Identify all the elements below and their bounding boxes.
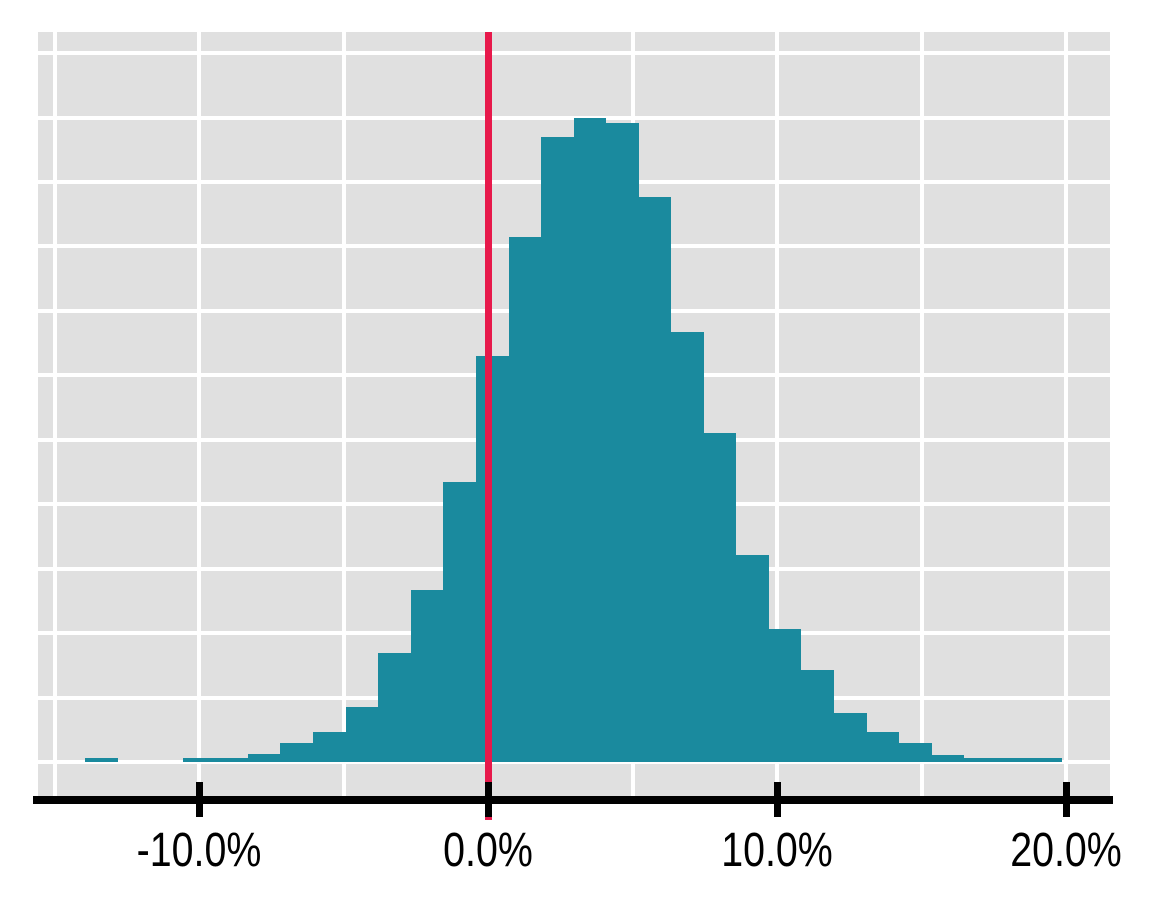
- histogram-bar: [247, 754, 281, 762]
- vertical-gridline: [52, 32, 57, 796]
- histogram-bar: [963, 758, 997, 762]
- vertical-gridline: [197, 32, 201, 796]
- histogram-bar: [736, 555, 769, 762]
- zero-reference-line: [484, 32, 492, 820]
- horizontal-gridline: [38, 115, 1110, 120]
- plot-panel: [38, 32, 1110, 796]
- histogram-bar: [215, 758, 248, 762]
- histogram-bar: [410, 589, 444, 762]
- x-axis-tick-label: 10.0%: [721, 823, 833, 877]
- histogram-bar: [280, 743, 314, 762]
- histogram-bar: [671, 332, 704, 762]
- vertical-gridline: [341, 32, 346, 796]
- x-axis-line: [33, 796, 1113, 804]
- histogram-bar: [866, 731, 899, 762]
- horizontal-gridline: [38, 51, 1110, 56]
- histogram-bar: [931, 754, 964, 762]
- histogram-bar: [768, 629, 802, 762]
- vertical-gridline: [919, 32, 924, 796]
- x-axis-tick: [1062, 782, 1070, 817]
- histogram-bar: [540, 136, 574, 762]
- x-axis-tick-label: 0.0%: [443, 823, 533, 877]
- x-axis-tick-label: 20.0%: [1010, 823, 1122, 877]
- x-axis-tick: [773, 782, 781, 817]
- vertical-gridline: [1064, 32, 1068, 796]
- histogram-bar: [638, 196, 672, 762]
- histogram-bar: [508, 236, 541, 762]
- histogram-bar: [833, 713, 867, 762]
- histogram-bar: [573, 118, 606, 762]
- histogram-bar: [898, 743, 932, 762]
- histogram-bar: [475, 355, 509, 762]
- x-axis-tick-label: -10.0%: [136, 823, 262, 877]
- histogram-bar: [605, 123, 639, 762]
- x-axis-tick: [195, 782, 203, 817]
- vertical-gridline: [775, 32, 779, 796]
- histogram-bar: [443, 482, 476, 762]
- histogram-bar: [313, 731, 346, 762]
- histogram-bar: [182, 758, 216, 762]
- histogram-bar: [345, 707, 379, 762]
- histogram-bar: [378, 653, 411, 762]
- histogram-bar: [1029, 758, 1062, 762]
- histogram-bar: [85, 758, 118, 762]
- histogram-bar: [801, 669, 834, 762]
- histogram-bar: [996, 758, 1030, 762]
- horizontal-gridline: [38, 760, 1110, 764]
- histogram-bar: [703, 433, 737, 762]
- x-axis-tick: [484, 782, 492, 817]
